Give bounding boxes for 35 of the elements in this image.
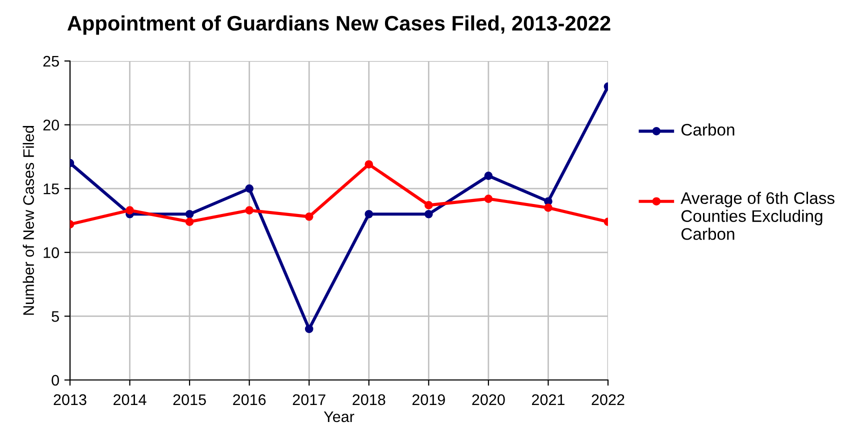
x-tick-label: 2020 — [472, 394, 505, 406]
x-tick-label: 2017 — [292, 394, 326, 406]
point — [544, 204, 552, 212]
x-tick-label: 2015 — [173, 394, 206, 406]
point — [304, 212, 314, 221]
legend-label: Carbon — [681, 123, 734, 136]
point — [424, 210, 433, 218]
chart-title: Appointment of Guardians New Cases Filed, 2013-2022 — [67, 15, 610, 35]
y-tick-label: 25 — [43, 56, 59, 67]
point — [185, 218, 194, 226]
point — [364, 210, 374, 218]
x-tick-label: 2019 — [412, 394, 445, 406]
point — [304, 324, 314, 334]
x-axis-title: Year — [324, 411, 354, 422]
x-tick-label: 2022 — [592, 394, 624, 406]
x-tick-label: 2018 — [352, 394, 386, 406]
y-tick-label: 15 — [44, 184, 59, 194]
x-tick-label: 2016 — [233, 394, 266, 406]
point — [484, 194, 493, 203]
point — [126, 206, 134, 214]
y-axis-title: Number of New Cases Filed — [22, 126, 34, 315]
y-tick-label: 20 — [43, 120, 59, 130]
point — [484, 172, 493, 180]
point — [245, 206, 254, 214]
point — [185, 210, 194, 218]
legend-label: Average of 6th Class Counties Excluding Carbon — [680, 192, 834, 240]
point — [245, 184, 254, 193]
y-tick-label: 0 — [52, 374, 59, 386]
y-tick-label: 10 — [44, 247, 59, 258]
point — [364, 160, 374, 169]
x-tick-label: 2021 — [532, 394, 564, 406]
x-tick-label: 2014 — [114, 394, 146, 406]
x-tick-label: 2013 — [54, 394, 86, 406]
point — [424, 201, 433, 210]
y-tick-label: 5 — [52, 311, 59, 322]
